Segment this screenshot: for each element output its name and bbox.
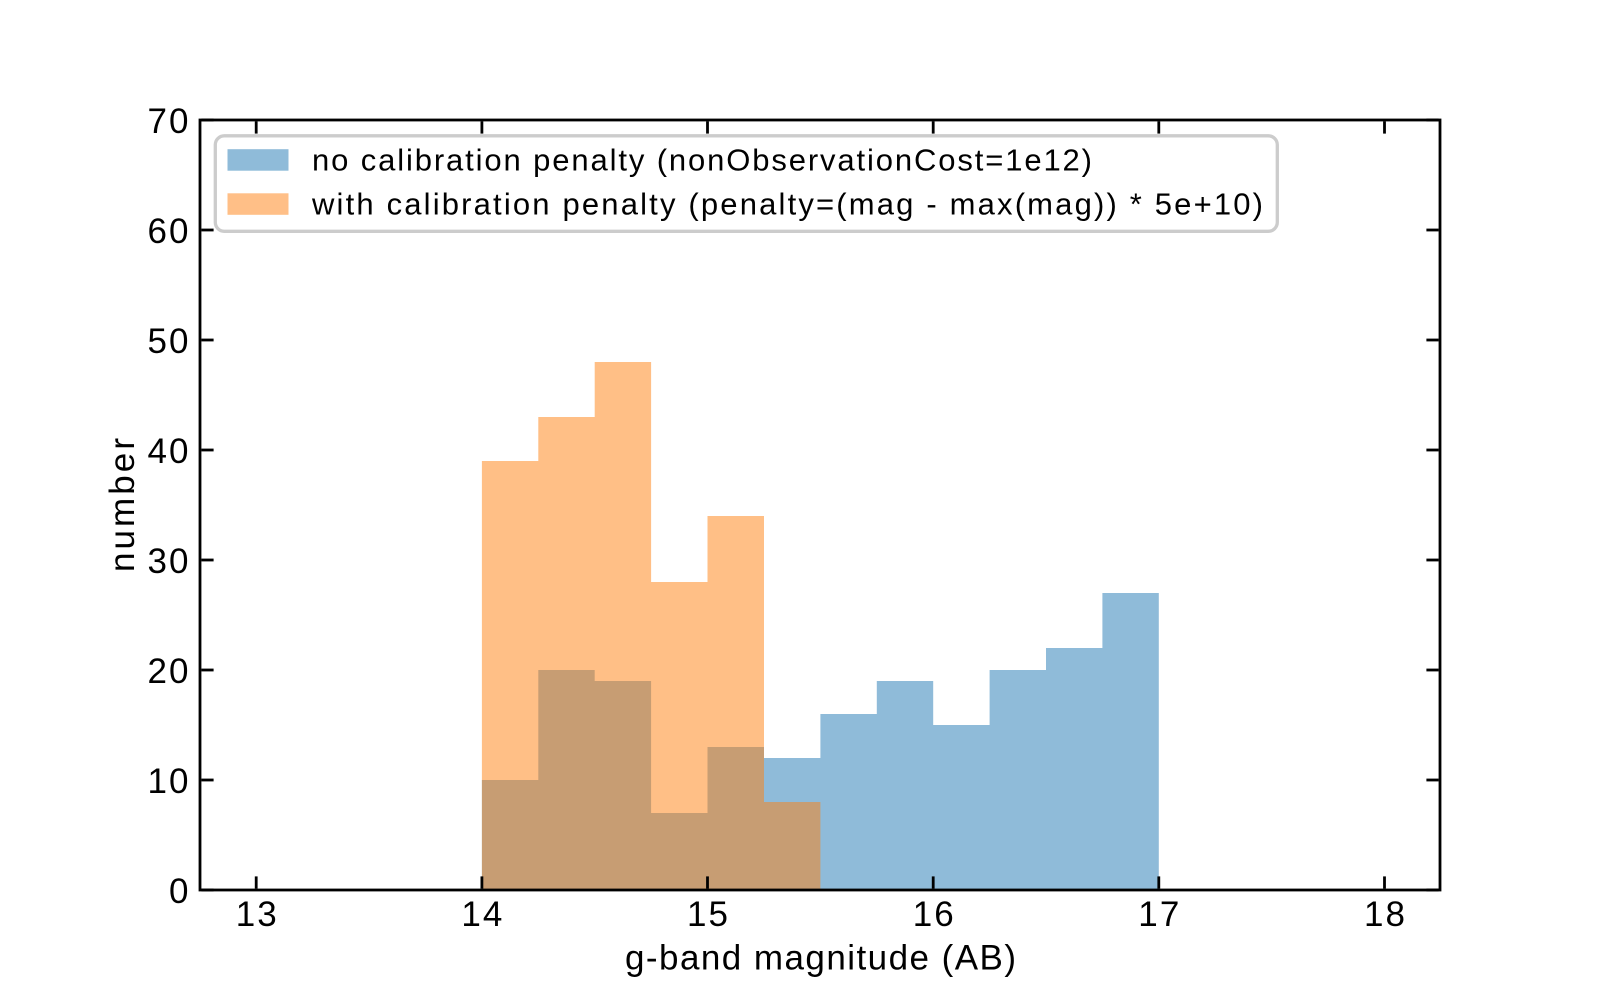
svg-text:0: 0 — [169, 872, 188, 911]
svg-text:g-band magnitude (AB): g-band magnitude (AB) — [625, 939, 1016, 978]
svg-text:with calibration penalty (pena: with calibration penalty (penalty=(mag -… — [311, 187, 1263, 222]
svg-text:number: number — [103, 438, 142, 572]
svg-text:no calibration penalty (nonObs: no calibration penalty (nonObservationCo… — [312, 143, 1092, 178]
